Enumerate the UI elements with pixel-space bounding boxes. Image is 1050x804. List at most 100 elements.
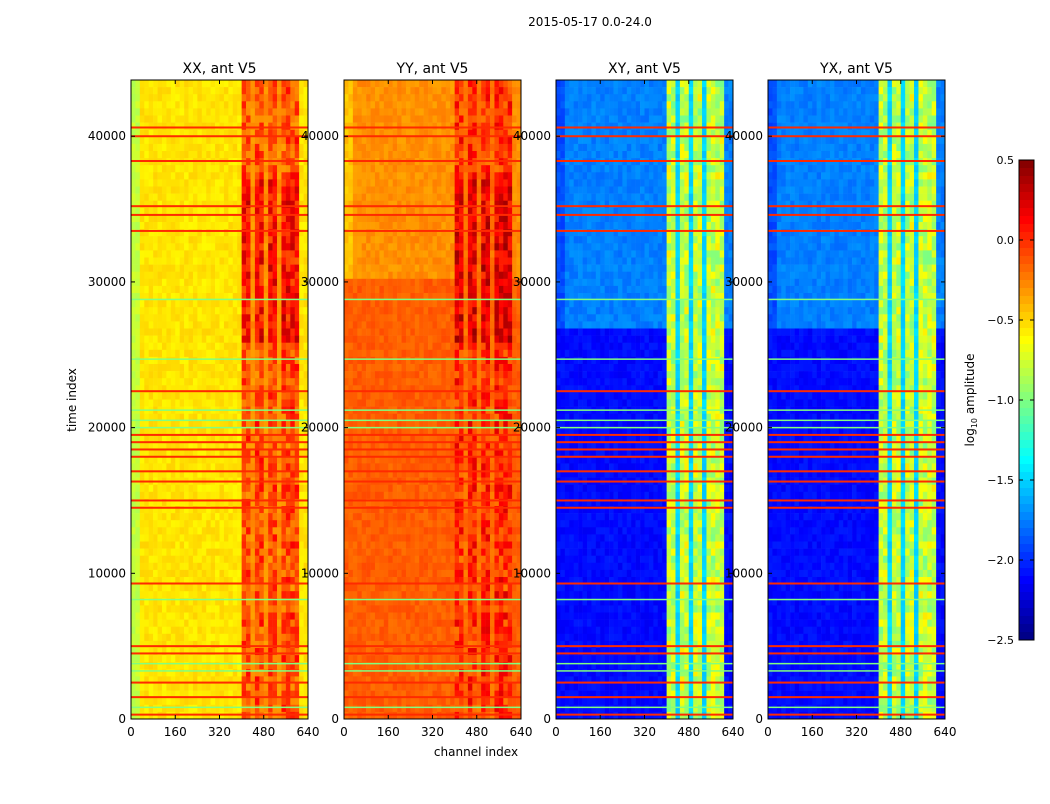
heatmap-cell: [180, 492, 185, 499]
heatmap-cell: [299, 80, 304, 87]
heatmap-cell: [264, 641, 269, 648]
heatmap-cell: [299, 108, 304, 115]
heatmap-cell: [406, 165, 411, 172]
heatmap-cell: [415, 194, 420, 201]
heatmap-cell: [419, 101, 424, 108]
heatmap-cell: [437, 243, 442, 250]
heatmap-cell: [379, 151, 384, 158]
heatmap-cell: [384, 179, 389, 186]
heatmap-cell: [459, 151, 464, 158]
heatmap-cell: [437, 215, 442, 222]
heatmap-cell: [273, 350, 278, 357]
heatmap-cell: [166, 165, 171, 172]
heatmap-cell: [290, 222, 295, 229]
heatmap-cell: [268, 87, 273, 94]
heatmap-cell: [153, 549, 158, 556]
heatmap-cell: [171, 307, 176, 314]
heatmap-cell: [166, 463, 171, 470]
heatmap-cell: [437, 265, 442, 272]
heatmap-cell: [242, 116, 247, 123]
heatmap-cell: [366, 101, 371, 108]
heatmap-cell: [184, 570, 189, 577]
heatmap-cell: [144, 151, 149, 158]
heatmap-cell: [220, 222, 225, 229]
heatmap-cell: [158, 151, 163, 158]
heatmap-cell: [162, 627, 167, 634]
heatmap-cell: [131, 513, 136, 520]
x-tick-label: 640: [297, 725, 320, 739]
heatmap-cell: [299, 187, 304, 194]
heatmap-cell: [406, 87, 411, 94]
heatmap-cell: [144, 286, 149, 293]
heatmap-cell: [503, 123, 508, 130]
heatmap-cell: [393, 108, 398, 115]
heatmap-cell: [446, 236, 451, 243]
heatmap-cell: [384, 94, 389, 101]
heatmap-cell: [277, 222, 282, 229]
heatmap-cell: [455, 172, 460, 179]
heatmap-cell: [402, 286, 407, 293]
stripe-red: [131, 205, 308, 207]
heatmap-cell: [242, 279, 247, 286]
heatmap-cell: [224, 314, 229, 321]
heatmap-cell: [295, 364, 300, 371]
heatmap-cell: [259, 250, 264, 257]
heatmap-cell: [220, 336, 225, 343]
heatmap-cell: [281, 549, 286, 556]
heatmap-cell: [149, 215, 154, 222]
heatmap-cell: [459, 222, 464, 229]
heatmap-cell: [494, 151, 499, 158]
heatmap-cell: [193, 286, 198, 293]
heatmap-cell: [189, 442, 194, 449]
heatmap-cell: [171, 570, 176, 577]
heatmap-cell: [215, 605, 220, 612]
heatmap-cell: [246, 605, 251, 612]
heatmap-cell: [171, 279, 176, 286]
heatmap-cell: [463, 243, 468, 250]
heatmap-cell: [353, 116, 358, 123]
heatmap-cell: [259, 698, 264, 705]
heatmap-cell: [206, 584, 211, 591]
heatmap-cell: [153, 94, 158, 101]
heatmap-cell: [290, 520, 295, 527]
heatmap-cell: [250, 513, 255, 520]
heatmap-cell: [246, 392, 251, 399]
heatmap-cell: [250, 187, 255, 194]
heatmap-cell: [268, 137, 273, 144]
heatmap-cell: [184, 364, 189, 371]
heatmap-cell: [131, 620, 136, 627]
heatmap-cell: [206, 123, 211, 130]
heatmap-cell: [211, 101, 216, 108]
heatmap-cell: [264, 194, 269, 201]
heatmap-cell: [197, 513, 202, 520]
heatmap-cell: [242, 485, 247, 492]
heatmap-cell: [295, 485, 300, 492]
heatmap-cell: [362, 137, 367, 144]
heatmap-cell: [166, 705, 171, 712]
heatmap-cell: [406, 172, 411, 179]
heatmap-cell: [158, 400, 163, 407]
heatmap-cell: [220, 392, 225, 399]
heatmap-cell: [477, 151, 482, 158]
heatmap-cell: [158, 343, 163, 350]
heatmap-cell: [264, 236, 269, 243]
y-axis-label: time index: [65, 368, 79, 432]
heatmap-cell: [295, 101, 300, 108]
heatmap-cell: [366, 123, 371, 130]
heatmap-cell: [211, 605, 216, 612]
heatmap-cell: [206, 542, 211, 549]
heatmap-cell: [233, 108, 238, 115]
heatmap-cell: [433, 101, 438, 108]
heatmap-cell: [215, 243, 220, 250]
heatmap-cell: [162, 144, 167, 151]
heatmap-cell: [149, 265, 154, 272]
heatmap-cell: [158, 705, 163, 712]
heatmap-cell: [242, 215, 247, 222]
heatmap-cell: [353, 265, 358, 272]
heatmap-cell: [211, 307, 216, 314]
heatmap-cell: [446, 101, 451, 108]
heatmap-cell: [512, 101, 517, 108]
heatmap-cell: [206, 137, 211, 144]
heatmap-cell: [237, 222, 242, 229]
heatmap-cell: [162, 165, 167, 172]
